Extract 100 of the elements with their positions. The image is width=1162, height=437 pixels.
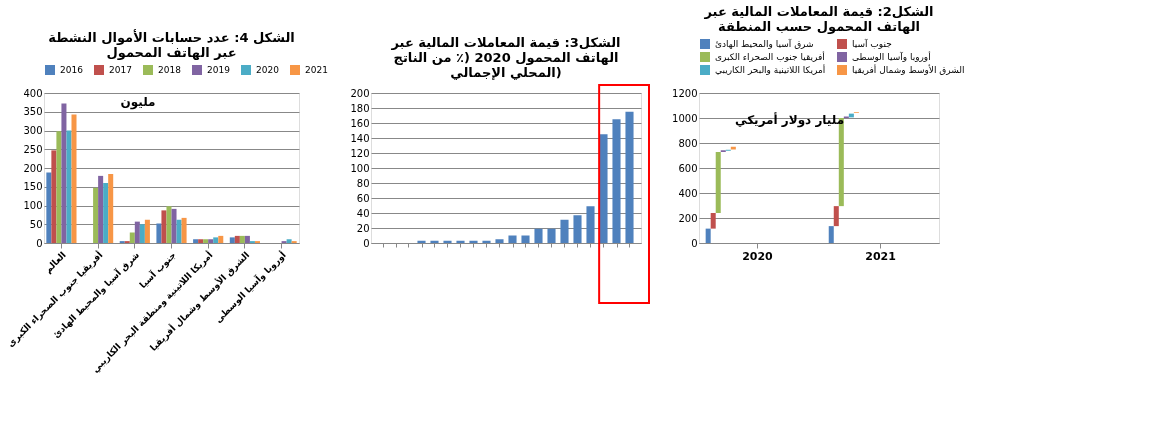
bar [508,235,517,243]
legend-label: الشرق الأوسط وشمال أفريقيا [852,64,965,75]
bar [286,239,292,243]
bar [547,228,556,243]
legend-label: 2020 [256,65,280,75]
bar [176,219,182,243]
y-tick-label: 0 [36,237,43,249]
bar [417,240,426,243]
bar [573,215,582,243]
bar [586,206,595,243]
bar [98,175,104,243]
bar [705,228,711,243]
legend-label: 2019 [207,65,231,75]
bar [625,111,634,243]
y-tick-label: 1000 [672,112,698,124]
bar [612,119,621,243]
y-tick-label: 140 [350,132,370,144]
bar [134,221,140,243]
legend-label: 2021 [305,65,328,75]
bar [108,174,114,243]
bar [521,235,530,243]
bar [103,183,109,243]
y-tick-label: 80 [356,177,370,189]
legend-label: جنوب آسيا [852,38,892,49]
bar [171,208,177,243]
y-tick-label: 200 [23,162,43,174]
legend-label: شرق آسيا والمحيط الهادئ [715,38,814,49]
annotation: مليار دولار أمريكي [735,112,845,128]
y-tick-label: 800 [678,137,698,149]
bar [208,239,214,243]
y-tick-label: 200 [678,212,698,224]
bar [144,219,150,243]
y-tick-label: 180 [350,102,370,114]
y-tick-label: 100 [23,200,43,211]
y-tick-label: 350 [23,106,43,118]
bar [715,152,721,213]
bar [198,239,204,243]
y-tick-label: 60 [356,192,370,204]
bar [828,226,834,243]
y-tick-label: 300 [23,125,43,136]
bar [166,206,172,243]
bar [469,240,478,243]
y-tick-label: 0 [363,237,370,249]
bar [46,172,52,243]
bar [71,114,77,243]
legend-label: 2018 [158,65,182,75]
bar [730,146,736,150]
bar [61,103,67,243]
legend-label: أمريكا اللاتينية والبحر الكاريبي [715,64,826,75]
legend-label: 2016 [60,65,84,75]
x-tick-label: 2020 [742,249,774,263]
bar [239,235,245,243]
y-tick-label: 0 [691,237,698,249]
bar [244,235,250,243]
y-tick-label: 400 [23,87,43,99]
y-tick-label: 40 [356,207,370,219]
bar [129,232,135,243]
bar [443,240,452,243]
bar [51,150,57,243]
bar [482,240,491,243]
bar [139,224,145,243]
y-tick-label: 120 [350,147,370,159]
chart-title: الشكل 4: عدد حسابات الأموال النشطة عبر الهاتف المحمول [48,29,295,60]
y-tick-label: 600 [678,162,698,174]
x-tick-label: 2021 [865,249,896,263]
legend-label: أوروبا وآسيا الوسطى [852,51,931,62]
y-tick-label: 400 [678,187,698,199]
bar [234,235,240,243]
annotation: مليون [120,95,156,110]
bar [66,130,72,243]
y-tick-label: 250 [23,143,43,155]
legend-label: 2017 [109,65,132,75]
y-tick-label: 20 [356,222,370,234]
bar [218,235,224,243]
bar [456,240,465,243]
y-tick-label: 100 [350,162,370,174]
bar [534,228,543,243]
y-tick-label: 200 [350,87,370,99]
bar [430,240,439,243]
bar [93,187,99,243]
legend-label: أفريقيا جنوب الصحراء الكبرى [715,51,825,62]
bar [833,206,839,227]
y-tick-label: 1200 [672,87,698,99]
bar [213,237,219,243]
y-tick-label: 50 [29,218,43,230]
bar [56,131,62,243]
bar [181,217,187,243]
bar [193,239,199,243]
bar [560,219,569,243]
bar [229,237,235,243]
y-tick-label: 160 [350,117,370,129]
chart-title: الشكل3: قيمة المعاملات المالية عبر الهاتف المحمول 2020 (٪ من الناتج المحلي الإجمالي) [390,35,621,80]
bar [495,239,504,243]
x-tick-label: العالم [42,249,68,275]
chart-title: الشكل2: قيمة المعاملات المالية عبر الهاتف المحمول حسب المنطقة [703,4,934,34]
bar [156,223,162,243]
y-tick-label: 150 [23,181,43,193]
bar [203,239,209,243]
bar [710,213,716,229]
bar [161,210,167,243]
